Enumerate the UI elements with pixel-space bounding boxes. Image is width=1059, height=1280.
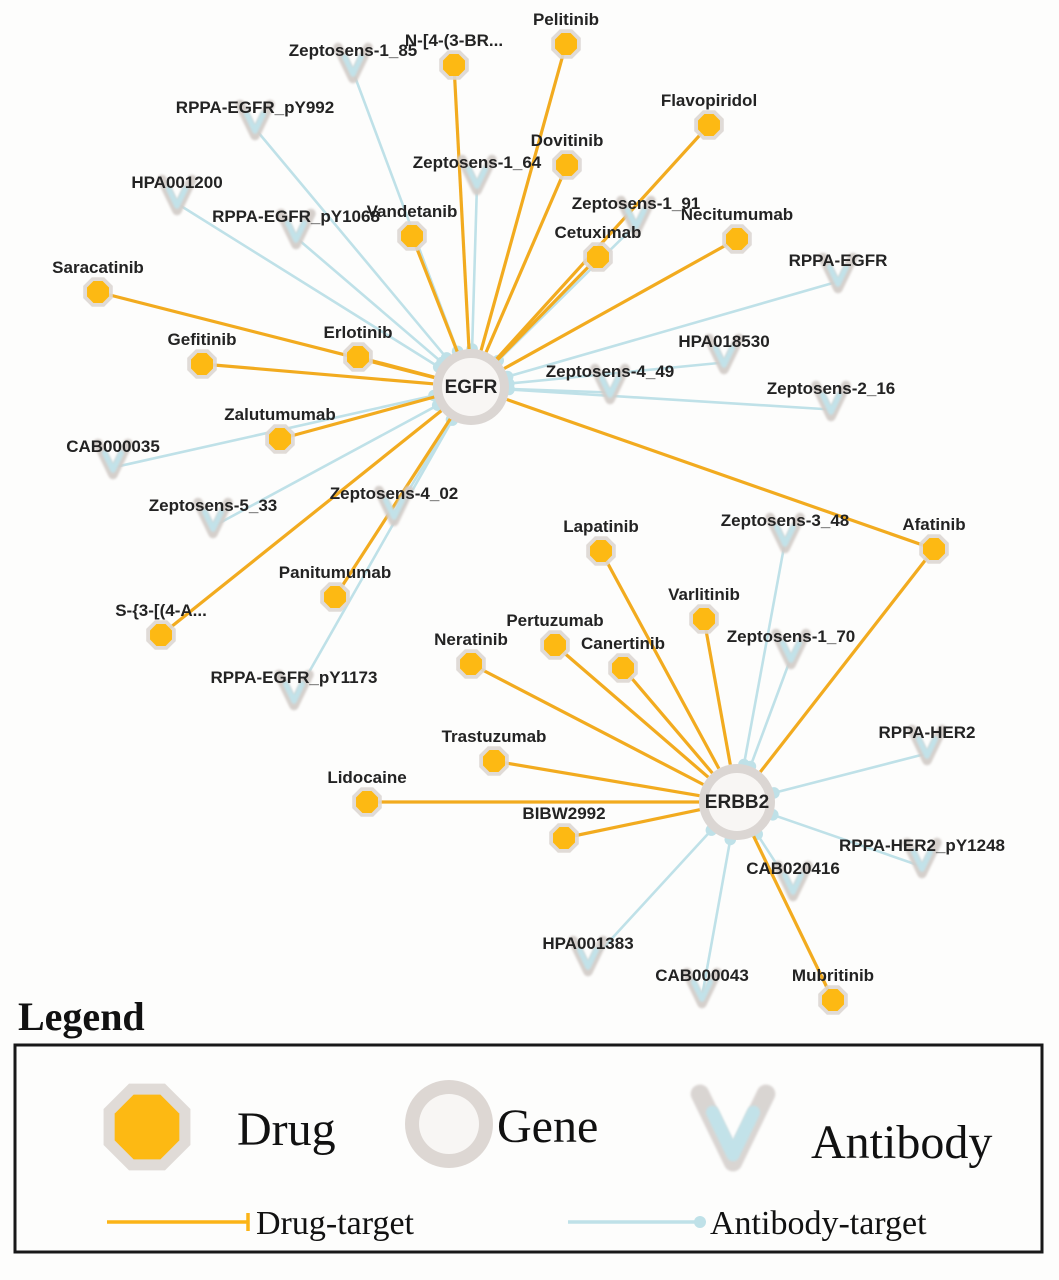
svg-text:Zeptosens-1_85: Zeptosens-1_85 bbox=[289, 41, 418, 60]
svg-text:Antibody-target: Antibody-target bbox=[710, 1205, 927, 1242]
svg-text:Pertuzumab: Pertuzumab bbox=[506, 611, 603, 630]
svg-text:Antibody: Antibody bbox=[811, 1116, 992, 1169]
svg-text:RPPA-HER2: RPPA-HER2 bbox=[879, 723, 976, 742]
svg-text:Zeptosens-4_02: Zeptosens-4_02 bbox=[330, 484, 459, 503]
svg-text:Zeptosens-3_48: Zeptosens-3_48 bbox=[721, 511, 850, 530]
svg-text:S-{3-[(4-A...: S-{3-[(4-A... bbox=[115, 601, 207, 620]
svg-text:N-[4-(3-BR...: N-[4-(3-BR... bbox=[405, 31, 503, 50]
svg-text:Panitumumab: Panitumumab bbox=[279, 563, 391, 582]
svg-text:RPPA-EGFR_pY992: RPPA-EGFR_pY992 bbox=[176, 98, 334, 117]
svg-text:RPPA-EGFR: RPPA-EGFR bbox=[789, 251, 888, 270]
svg-text:HPA001200: HPA001200 bbox=[131, 173, 222, 192]
svg-text:Gene: Gene bbox=[497, 1100, 598, 1153]
svg-text:EGFR: EGFR bbox=[445, 377, 498, 398]
svg-text:Pelitinib: Pelitinib bbox=[533, 10, 599, 29]
svg-text:Trastuzumab: Trastuzumab bbox=[442, 727, 547, 746]
svg-text:Lidocaine: Lidocaine bbox=[327, 768, 406, 787]
svg-text:RPPA-EGFR_pY1068: RPPA-EGFR_pY1068 bbox=[212, 207, 380, 226]
svg-text:Zeptosens-1_70: Zeptosens-1_70 bbox=[727, 627, 856, 646]
svg-text:Cetuximab: Cetuximab bbox=[555, 223, 642, 242]
svg-text:Mubritinib: Mubritinib bbox=[792, 966, 874, 985]
svg-text:Zeptosens-5_33: Zeptosens-5_33 bbox=[149, 496, 278, 515]
svg-text:CAB000035: CAB000035 bbox=[66, 437, 160, 456]
svg-text:Zeptosens-1_64: Zeptosens-1_64 bbox=[413, 153, 542, 172]
svg-text:Flavopiridol: Flavopiridol bbox=[661, 91, 757, 110]
svg-text:Neratinib: Neratinib bbox=[434, 630, 508, 649]
svg-text:Saracatinib: Saracatinib bbox=[52, 258, 144, 277]
svg-text:Vandetanib: Vandetanib bbox=[367, 202, 458, 221]
svg-text:Drug: Drug bbox=[237, 1103, 336, 1156]
svg-text:Zeptosens-4_49: Zeptosens-4_49 bbox=[546, 362, 675, 381]
svg-text:Erlotinib: Erlotinib bbox=[324, 323, 393, 342]
svg-text:Drug-target: Drug-target bbox=[256, 1205, 415, 1242]
svg-text:Varlitinib: Varlitinib bbox=[668, 585, 740, 604]
svg-text:CAB000043: CAB000043 bbox=[655, 966, 749, 985]
svg-text:ERBB2: ERBB2 bbox=[705, 792, 769, 813]
svg-text:Zalutumumab: Zalutumumab bbox=[224, 405, 335, 424]
svg-text:Zeptosens-2_16: Zeptosens-2_16 bbox=[767, 379, 896, 398]
svg-text:HPA001383: HPA001383 bbox=[542, 934, 633, 953]
svg-text:Dovitinib: Dovitinib bbox=[531, 131, 604, 150]
svg-text:RPPA-EGFR_pY1173: RPPA-EGFR_pY1173 bbox=[211, 668, 378, 687]
svg-text:Lapatinib: Lapatinib bbox=[563, 517, 639, 536]
svg-text:Gefitinib: Gefitinib bbox=[168, 330, 237, 349]
svg-text:Afatinib: Afatinib bbox=[902, 515, 965, 534]
svg-text:Legend: Legend bbox=[18, 994, 145, 1039]
svg-text:RPPA-HER2_pY1248: RPPA-HER2_pY1248 bbox=[839, 836, 1005, 855]
svg-text:BIBW2992: BIBW2992 bbox=[522, 804, 605, 823]
svg-text:Zeptosens-1_91: Zeptosens-1_91 bbox=[572, 194, 701, 213]
svg-text:HPA018530: HPA018530 bbox=[678, 332, 769, 351]
svg-text:CAB020416: CAB020416 bbox=[746, 859, 840, 878]
svg-text:Canertinib: Canertinib bbox=[581, 634, 665, 653]
